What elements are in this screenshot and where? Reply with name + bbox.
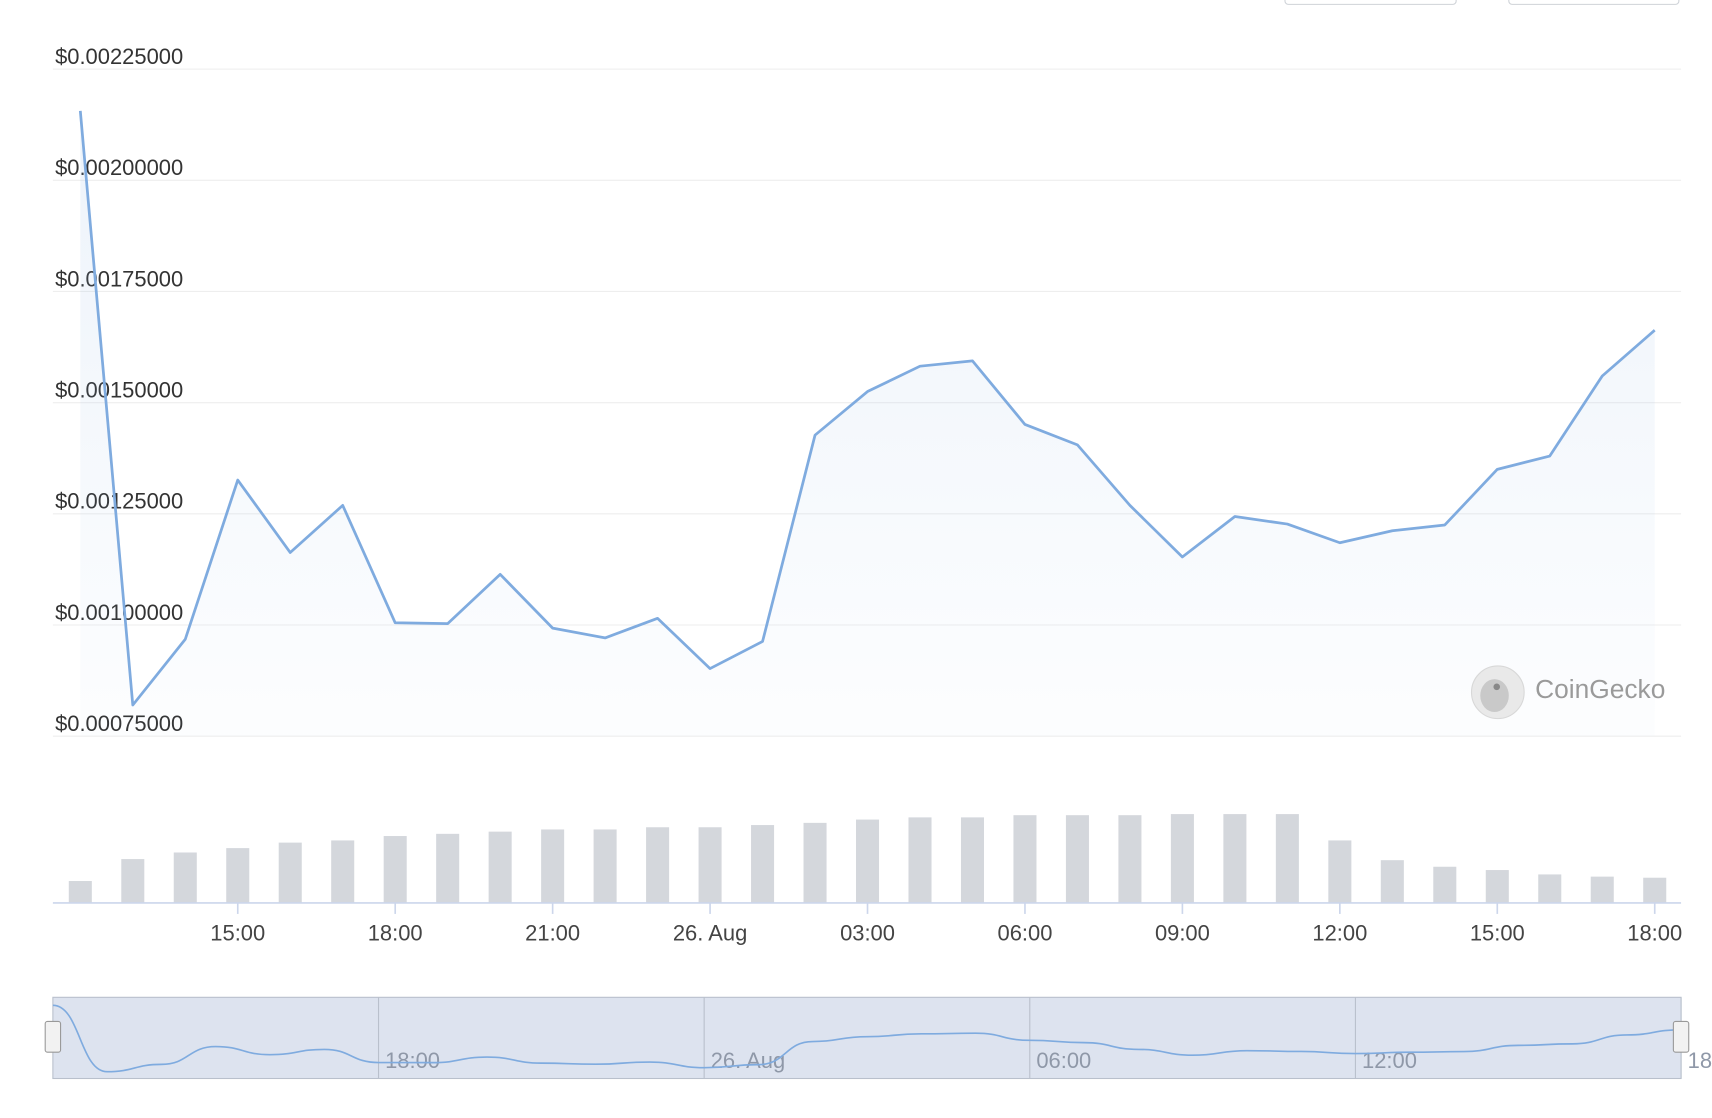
x-tick-label: 03:00: [840, 921, 895, 946]
range-button[interactable]: [1508, 0, 1680, 5]
volume-bar: [1538, 874, 1562, 903]
watermark-logo: [1480, 679, 1509, 713]
volume-bar: [856, 819, 880, 903]
volume-bar: [1380, 860, 1404, 903]
y-tick-label: $0.00125000: [55, 489, 183, 514]
volume-bar: [803, 822, 827, 903]
range-button[interactable]: [1284, 0, 1457, 5]
volume-bar: [541, 829, 565, 903]
volume-bar: [1170, 814, 1194, 903]
y-tick-label: $0.00200000: [55, 155, 183, 180]
watermark-text: CoinGecko: [1535, 674, 1665, 704]
volume-bar: [1433, 866, 1457, 903]
volume-bar: [226, 848, 250, 903]
volume-bar: [1485, 870, 1509, 903]
volume-bar: [1590, 876, 1614, 903]
volume-bar: [1643, 877, 1667, 903]
volume-bar: [1118, 815, 1142, 903]
x-tick-label: 18:00: [1627, 921, 1682, 946]
volume-bar: [68, 881, 92, 903]
y-tick-label: $0.00175000: [55, 266, 183, 291]
volume-bar: [698, 827, 722, 903]
x-tick-label: 09:00: [1155, 921, 1210, 946]
volume-bar: [121, 859, 145, 903]
volume-bar: [488, 831, 512, 903]
y-tick-label: $0.00225000: [55, 44, 183, 69]
watermark: CoinGecko: [1470, 665, 1665, 720]
volume-bar: [593, 829, 617, 903]
volume-bar: [1275, 814, 1299, 903]
navigator-label: 18:00: [1688, 1048, 1712, 1073]
x-tick-label: 12:00: [1312, 921, 1367, 946]
volume-bar: [173, 852, 197, 903]
navigator-handle[interactable]: [44, 1020, 62, 1053]
x-tick-label: 06:00: [998, 921, 1053, 946]
x-tick-label: 15:00: [210, 921, 265, 946]
navigator-handle[interactable]: [1672, 1020, 1690, 1053]
volume-bar: [646, 827, 670, 903]
volume-bar: [1223, 814, 1247, 903]
watermark-logo: [1493, 683, 1501, 691]
x-tick-label: 21:00: [525, 921, 580, 946]
area: [80, 110, 1655, 737]
x-tick-label: 18:00: [368, 921, 423, 946]
navigator-line: [52, 1004, 1682, 1073]
volume-bar: [436, 833, 460, 903]
volume-bar: [278, 842, 302, 903]
volume-bar: [908, 817, 932, 903]
navigator[interactable]: [52, 996, 1682, 1080]
volume-bar: [383, 836, 407, 903]
volume-bar: [1328, 840, 1352, 903]
navigator-label: 06:00: [1036, 1048, 1091, 1073]
y-tick-label: $0.00150000: [55, 377, 183, 402]
navigator-label: 26. Aug: [711, 1048, 785, 1073]
volume-bar: [1013, 815, 1037, 903]
price-line: [78, 110, 1656, 707]
navigator-label: 18:00: [385, 1048, 440, 1073]
volume-bar: [960, 817, 985, 903]
volume-bar: [331, 840, 355, 903]
x-tick-label: 15:00: [1470, 921, 1525, 946]
volume-bar: [751, 825, 775, 903]
x-tick-label: 26. Aug: [673, 921, 747, 946]
volume-bar: [1065, 815, 1089, 903]
